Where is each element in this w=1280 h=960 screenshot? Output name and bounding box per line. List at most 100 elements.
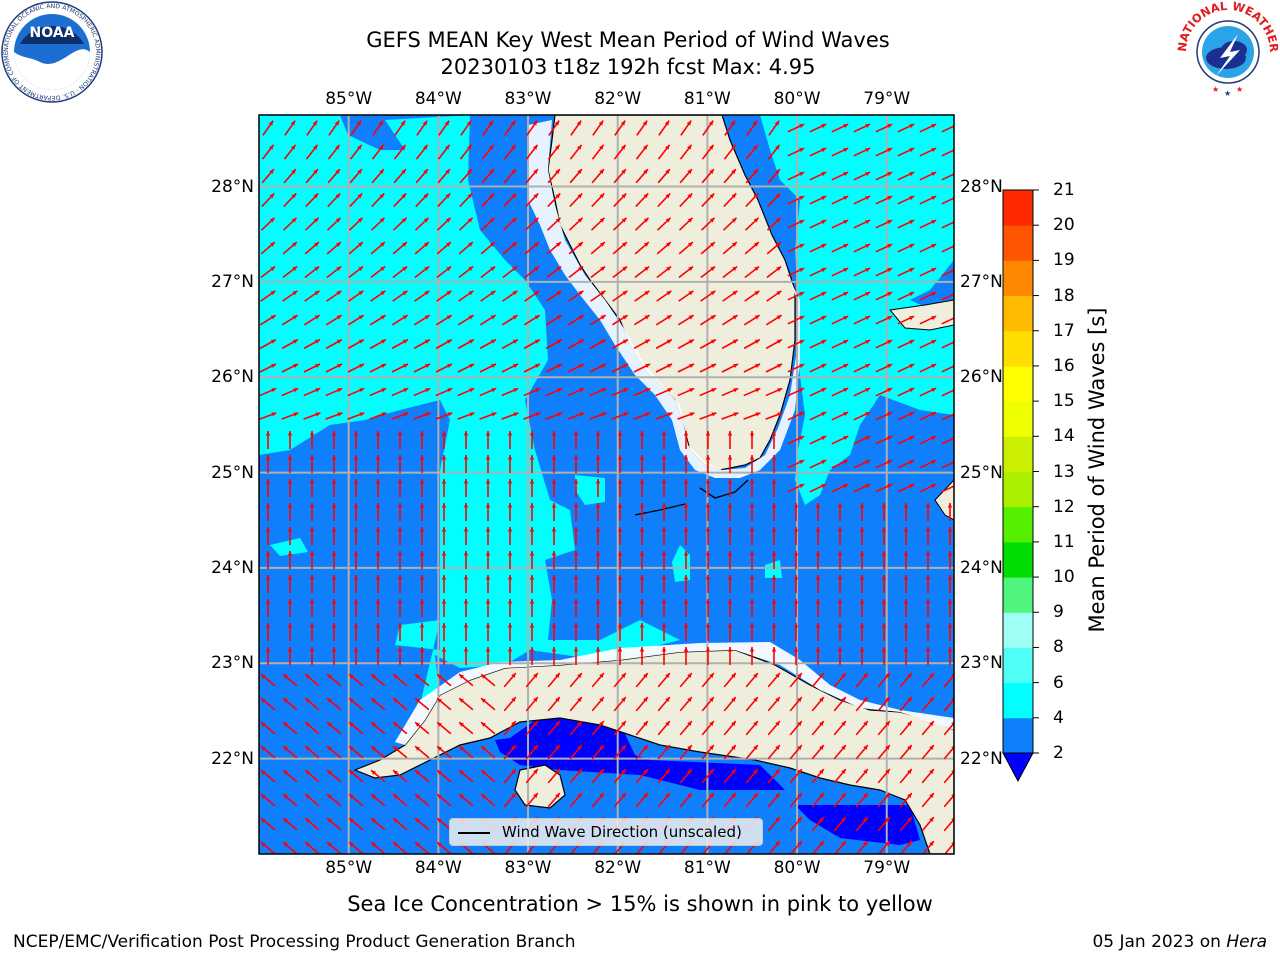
wave-direction-arrowhead xyxy=(774,120,780,126)
wave-direction-arrowhead xyxy=(732,290,738,296)
wave-direction-arrowhead xyxy=(841,697,846,702)
wave-direction-arrowhead xyxy=(843,124,849,129)
wave-direction-arrowhead xyxy=(293,412,299,417)
wave-direction-arrowhead xyxy=(752,120,758,126)
wave-direction-arrowhead xyxy=(929,841,934,846)
wave-direction-arrowhead xyxy=(293,364,299,368)
wave-direction-arrowhead xyxy=(555,769,560,774)
colorbar-bin xyxy=(1003,506,1033,543)
wave-direction-arrowhead xyxy=(621,144,626,150)
wave-direction-arrowhead xyxy=(573,623,579,628)
wave-direction-arrowhead xyxy=(577,169,582,175)
wave-direction-arrowhead xyxy=(402,290,408,296)
wave-direction-arrowhead xyxy=(887,364,893,369)
colorbar-tick-label: 2 xyxy=(1053,743,1064,763)
wave-direction-arrowhead xyxy=(314,290,320,296)
wave-direction-arrowhead xyxy=(859,575,865,580)
wave-direction-arrowhead xyxy=(261,842,266,847)
colorbar-bin xyxy=(1003,682,1033,719)
wave-direction-arrowhead xyxy=(753,169,758,175)
wave-direction-arrowhead xyxy=(841,745,846,750)
wave-direction-arrowhead xyxy=(551,575,557,580)
wave-direction-arrowhead xyxy=(730,120,736,126)
wave-direction-arrowhead xyxy=(445,144,450,150)
wave-direction-arrowhead xyxy=(419,551,425,556)
wave-direction-arrowhead xyxy=(491,388,497,393)
wave-direction-arrowhead xyxy=(683,479,689,484)
wave-direction-arrowhead xyxy=(551,479,557,484)
wave-direction-arrowhead xyxy=(380,339,386,344)
wave-direction-arrowhead xyxy=(573,503,579,508)
wave-direction-arrowhead xyxy=(754,339,760,344)
colorbar-bin xyxy=(1003,401,1033,437)
wave-direction-arrowhead xyxy=(371,674,376,679)
wave-direction-arrowhead xyxy=(909,268,915,273)
wave-direction-arrowhead xyxy=(907,817,912,822)
wave-direction-arrowhead xyxy=(334,120,340,126)
wave-direction-arrowhead xyxy=(595,551,601,556)
wave-direction-arrowhead xyxy=(903,647,909,652)
wave-direction-arrowhead xyxy=(380,315,386,320)
wave-direction-arrowhead xyxy=(335,193,341,199)
wave-direction-arrowhead xyxy=(481,770,486,775)
wave-direction-arrowhead xyxy=(885,697,890,702)
wave-direction-arrowhead xyxy=(555,793,560,798)
wave-direction-arrowhead xyxy=(710,339,716,344)
wave-direction-arrowhead xyxy=(331,455,337,460)
wave-direction-arrowhead xyxy=(397,551,403,556)
wave-direction-arrowhead xyxy=(925,551,931,556)
wave-direction-arrowhead xyxy=(315,388,321,393)
wave-direction-arrowhead xyxy=(887,196,893,201)
wave-direction-arrowhead xyxy=(903,623,909,628)
wave-direction-arrowhead xyxy=(314,266,320,271)
wave-direction-arrowhead xyxy=(393,842,398,847)
wave-direction-arrowhead xyxy=(353,575,359,580)
wave-direction-arrowhead xyxy=(331,599,337,604)
wave-direction-arrowhead xyxy=(463,551,469,556)
wave-direction-arrowhead xyxy=(909,436,915,441)
wave-direction-arrowhead xyxy=(777,364,783,368)
wave-direction-arrowhead xyxy=(705,503,711,508)
lon-tick-top: 80°W xyxy=(773,89,821,109)
wave-direction-arrowhead xyxy=(731,745,736,750)
wave-direction-arrowhead xyxy=(573,575,579,580)
wave-direction-arrowhead xyxy=(265,431,271,436)
wave-direction-arrowhead xyxy=(643,745,648,750)
wave-direction-arrowhead xyxy=(887,340,893,345)
wave-direction-arrowhead xyxy=(797,769,802,774)
wave-direction-arrowhead xyxy=(422,120,428,126)
wave-direction-arrowhead xyxy=(709,745,714,750)
wave-direction-arrowhead xyxy=(931,388,937,393)
wave-direction-arrowhead xyxy=(554,120,560,126)
wave-direction-arrowhead xyxy=(771,503,777,508)
wave-direction-arrowhead xyxy=(481,722,486,727)
wave-direction-arrowhead xyxy=(775,144,780,150)
wave-direction-arrowhead xyxy=(336,315,342,320)
wave-direction-arrowhead xyxy=(577,242,583,247)
wave-direction-arrowhead xyxy=(683,503,689,508)
wave-direction-arrowhead xyxy=(313,242,319,247)
colorbar-bin xyxy=(1003,295,1033,332)
lat-tick-left: 25°N xyxy=(211,462,254,483)
wave-direction-arrowhead xyxy=(331,647,337,652)
wave-direction-arrowhead xyxy=(485,455,491,460)
wave-direction-arrowhead xyxy=(617,623,623,628)
colorbar xyxy=(1002,189,1039,783)
wave-direction-arrowhead xyxy=(447,388,453,393)
wave-direction-arrowhead xyxy=(931,292,937,297)
wave-direction-arrowhead xyxy=(815,503,821,508)
wave-direction-arrowhead xyxy=(534,266,540,271)
wave-direction-arrowhead xyxy=(731,242,737,247)
wave-direction-arrowhead xyxy=(600,315,606,320)
wave-direction-arrowhead xyxy=(507,431,513,436)
wave-direction-arrowhead xyxy=(353,599,359,604)
wave-direction-arrowhead xyxy=(644,315,650,320)
wave-direction-arrowhead xyxy=(353,647,359,652)
wave-direction-arrowhead xyxy=(265,575,271,580)
wave-direction-arrowhead xyxy=(371,746,376,751)
wave-direction-arrowhead xyxy=(337,412,343,417)
svg-text:★: ★ xyxy=(1224,89,1231,98)
wave-direction-arrowhead xyxy=(269,193,275,199)
wave-direction-arrowhead xyxy=(557,388,563,393)
